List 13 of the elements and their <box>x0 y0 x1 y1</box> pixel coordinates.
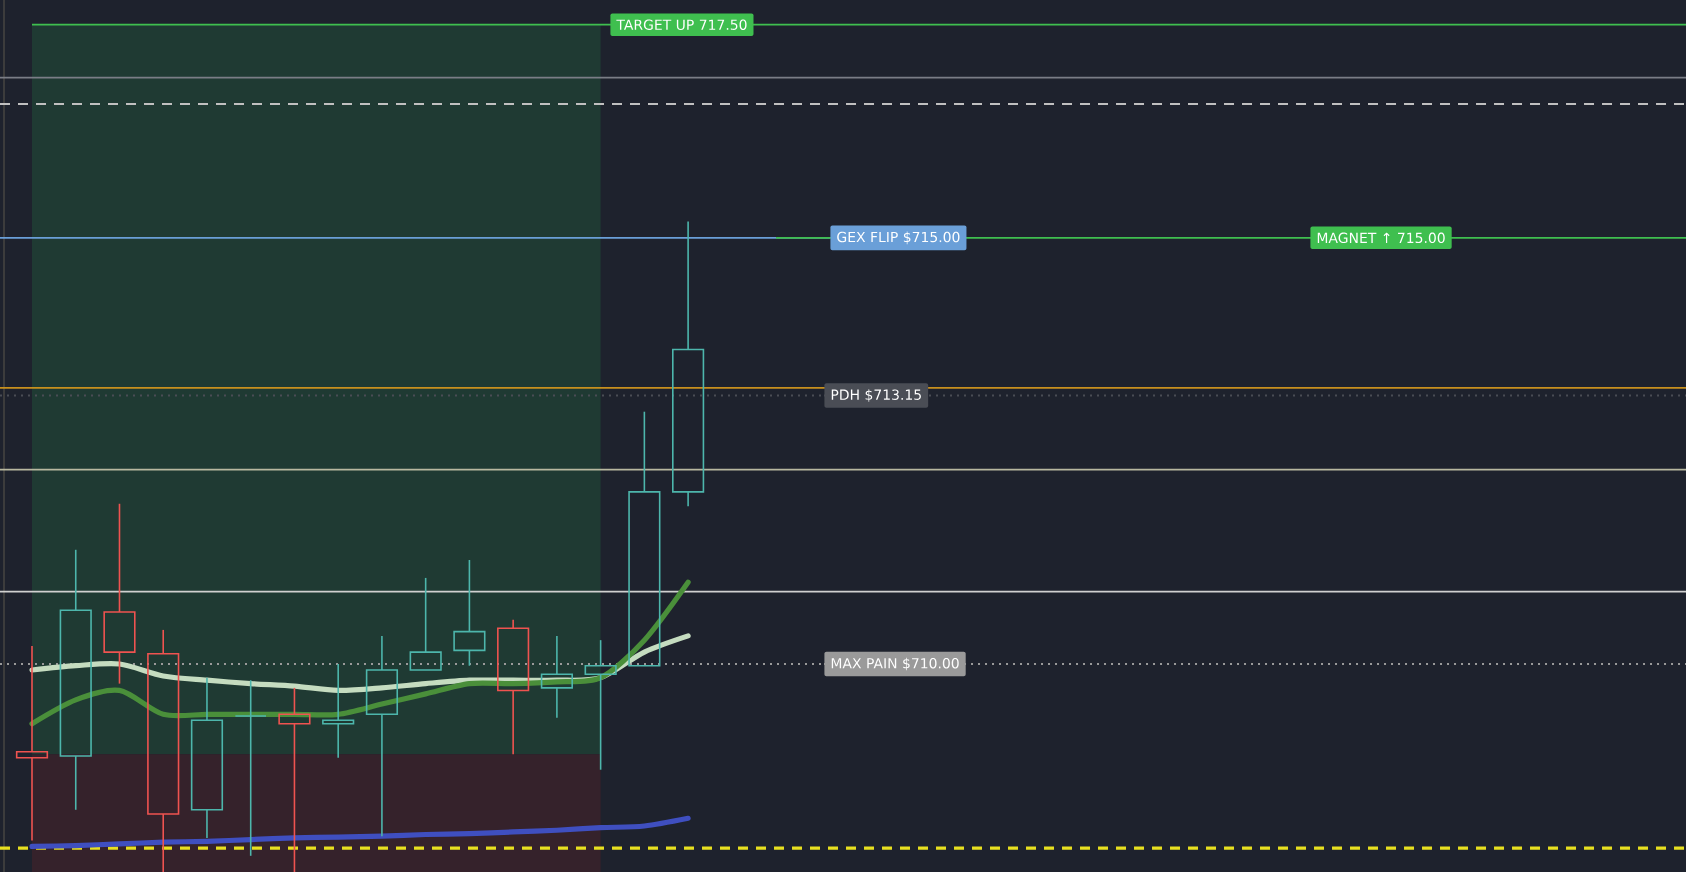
candlestick <box>584 639 617 771</box>
candlestick <box>15 645 49 842</box>
candlestick <box>234 679 267 857</box>
candlestick <box>672 220 705 508</box>
candlestick <box>497 618 530 756</box>
candlestick <box>190 676 224 839</box>
candlestick <box>103 502 136 685</box>
candlestick <box>322 663 355 759</box>
candlestick <box>540 635 573 719</box>
candlestick <box>59 548 92 811</box>
candlestick <box>278 687 311 872</box>
candlestick <box>365 635 399 837</box>
candlestick <box>147 629 180 872</box>
